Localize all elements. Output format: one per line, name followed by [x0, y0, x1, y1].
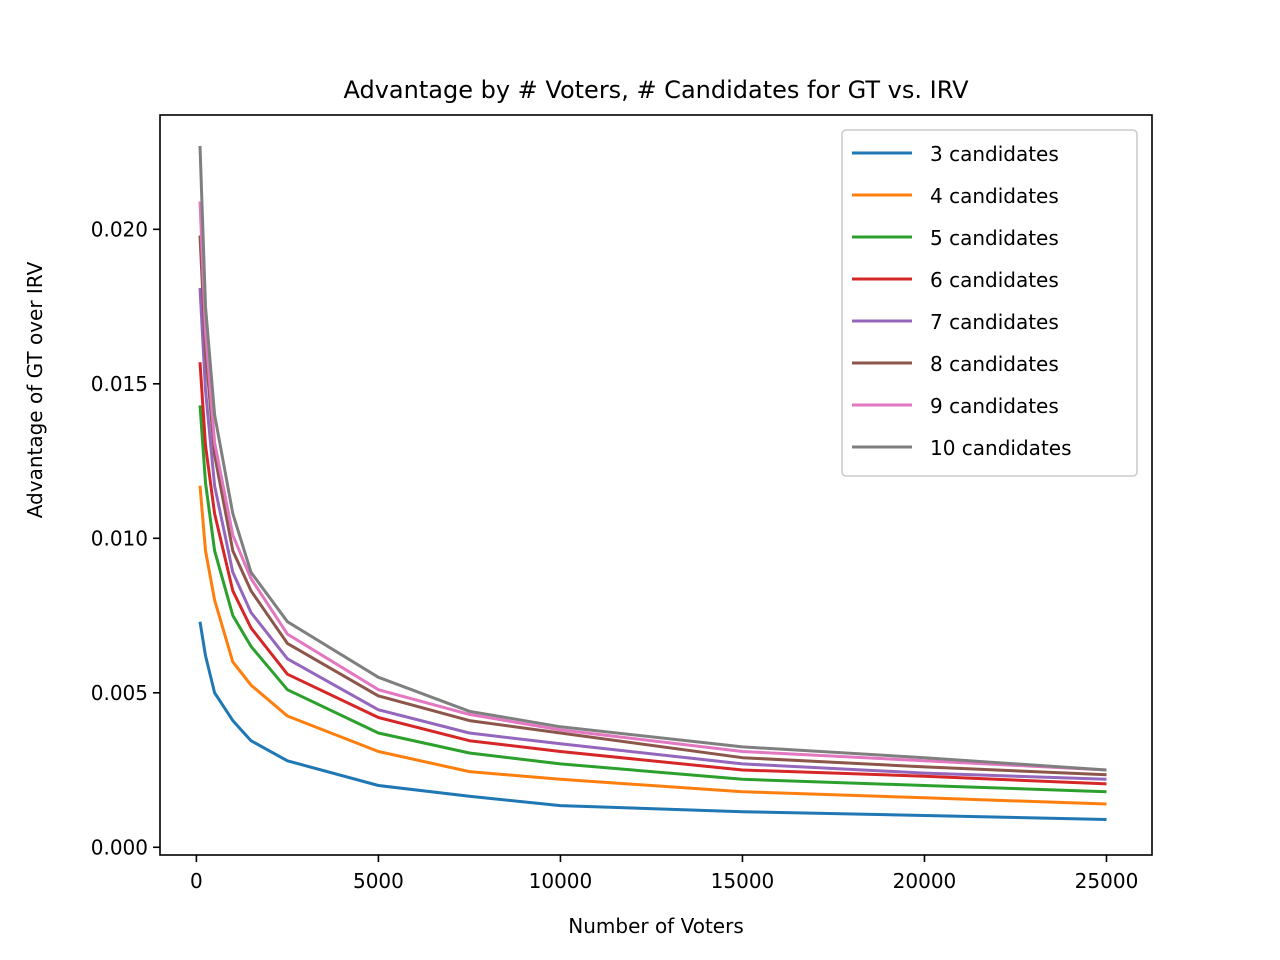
x-tick-label: 25000 — [1075, 869, 1139, 893]
legend: 3 candidates 4 candidates 5 candidates 6 ca… — [841, 129, 1138, 477]
series-line-4-candidates — [198, 485, 1107, 806]
legend-box — [841, 129, 1138, 477]
legend-label: 4 candidates — [930, 184, 1059, 208]
y-tick-label: 0.010 — [91, 526, 148, 550]
y-tick-label: 0.015 — [91, 372, 148, 396]
x-tick-label: 10000 — [529, 869, 593, 893]
x-tick-label: 15000 — [711, 869, 775, 893]
series-line-9-candidates — [198, 201, 1107, 772]
series-line-10-candidates — [198, 145, 1107, 772]
x-axis-title: Number of Voters — [568, 914, 744, 938]
y-tick-label: 0.005 — [91, 681, 148, 705]
legend-label: 5 candidates — [930, 226, 1059, 250]
legend-label: 7 candidates — [930, 310, 1059, 334]
y-tick-label: 0.020 — [91, 217, 148, 241]
axes: 0 5000 10000 15000 20000 25000 0.000 0.005 0.010… — [91, 114, 1153, 893]
series-line-6-candidates — [198, 362, 1107, 786]
x-tick-label: 5000 — [353, 869, 404, 893]
legend-label: 9 candidates — [930, 394, 1059, 418]
chart-title: Advantage by # Voters, # Candidates for … — [344, 76, 970, 104]
legend-label: 10 candidates — [930, 436, 1072, 460]
x-tick-label: 20000 — [893, 869, 957, 893]
legend-label: 8 candidates — [930, 352, 1059, 376]
legend-label: 3 candidates — [930, 142, 1059, 166]
series-line-5-candidates — [198, 405, 1107, 794]
legend-label: 6 candidates — [930, 268, 1059, 292]
y-axis-title: Advantage of GT over IRV — [23, 261, 47, 518]
series-line-7-candidates — [198, 287, 1107, 781]
plot-area — [198, 145, 1107, 821]
y-tick-label: 0.000 — [91, 835, 148, 859]
axes-frame — [159, 114, 1153, 856]
x-tick-label: 0 — [190, 869, 203, 893]
series-line-3-candidates — [198, 621, 1107, 821]
